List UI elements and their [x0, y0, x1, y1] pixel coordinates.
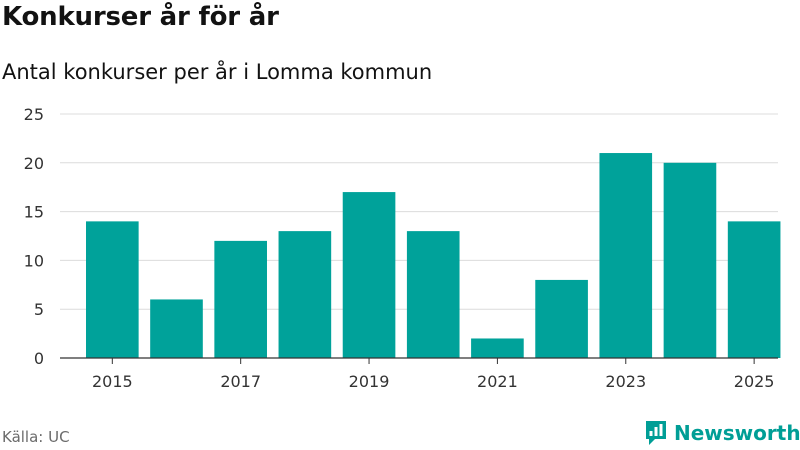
bar-2018	[278, 231, 332, 358]
bar-2022	[535, 279, 588, 358]
brand-name: Newsworthy	[674, 421, 800, 445]
x-tick-label-2019: 2019	[349, 372, 390, 391]
bar-2025	[727, 221, 781, 358]
bar-2020	[406, 231, 460, 358]
chart-title: Konkurser år för år	[2, 2, 279, 32]
y-tick-label-15: 15	[24, 203, 44, 222]
newsworthy-logo-icon	[646, 421, 666, 445]
x-tick-label-2017: 2017	[220, 372, 261, 391]
bar-2023	[599, 153, 653, 358]
y-tick-label-10: 10	[24, 251, 44, 270]
brand-logo: Newsworthy	[644, 420, 800, 446]
chart-subtitle: Antal konkurser per år i Lomma kommun	[2, 60, 433, 84]
bar-2015	[86, 221, 139, 358]
bar-2024	[663, 162, 717, 358]
x-tick-label-2021: 2021	[477, 372, 518, 391]
bar-2017	[214, 240, 267, 358]
y-tick-label-0: 0	[34, 349, 44, 368]
x-tick-label-2025: 2025	[734, 372, 775, 391]
bar-2021	[471, 338, 524, 358]
source-note: Källa: UC	[2, 428, 70, 446]
y-tick-label-25: 25	[24, 105, 44, 124]
y-tick-label-5: 5	[34, 300, 44, 319]
y-tick-label-20: 20	[24, 154, 44, 173]
x-tick-label-2015: 2015	[92, 372, 133, 391]
bar-2019	[342, 192, 396, 358]
bar-2016	[150, 299, 203, 358]
x-tick-label-2023: 2023	[605, 372, 646, 391]
